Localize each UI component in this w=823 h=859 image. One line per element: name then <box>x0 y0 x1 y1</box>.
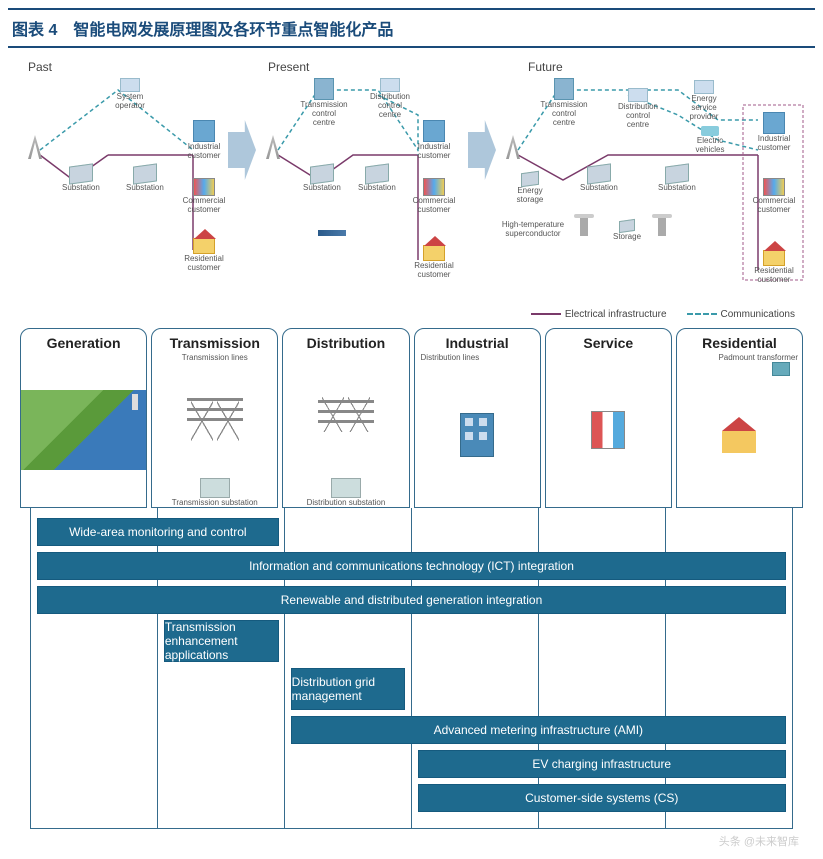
tech-bar: Customer-side systems (CS) <box>418 784 787 812</box>
node-future-esp: Energy service provider <box>680 80 728 121</box>
distribution-art <box>322 396 370 432</box>
tech-bar: EV charging infrastructure <box>418 750 787 778</box>
arrow-past-to-present <box>228 120 256 180</box>
tech-bar: Transmission enhancement applications <box>164 620 279 662</box>
node-future-residential: Residential customer <box>750 250 798 285</box>
tech-bar-row: Transmission enhancement applications <box>31 620 792 664</box>
node-future-commercial: Commercial customer <box>750 178 798 215</box>
legend-electrical: Electrical infrastructure <box>531 309 667 320</box>
node-future-wind2 <box>658 218 666 236</box>
era-label-present: Present <box>268 60 309 74</box>
node-present-tower <box>266 135 280 159</box>
evolution-legend: Electrical infrastructure Communications <box>531 309 795 320</box>
col-transmission: Transmission Transmission lines Transmis… <box>151 328 278 508</box>
residential-house-icon <box>722 431 756 453</box>
node-past-tower <box>28 135 42 159</box>
tech-bar: Renewable and distributed generation int… <box>37 586 786 614</box>
node-past-residential: Residential customer <box>180 238 228 273</box>
tech-bar: Information and communications technolog… <box>37 552 786 580</box>
node-present-dcc: Distribution control centre <box>366 78 414 119</box>
node-future-tcc: Transmission control centre <box>540 78 588 127</box>
col-industrial: Industrial Distribution lines <box>414 328 541 508</box>
node-past-substation2: Substation <box>126 165 164 193</box>
generation-art <box>21 390 146 470</box>
node-past-industrial: Industrial customer <box>180 120 228 161</box>
node-present-commercial: Commercial customer <box>410 178 458 215</box>
node-future-htsc: High-temperature superconductor <box>498 220 568 239</box>
node-present-sub1: Substation <box>303 165 341 193</box>
tech-bar-row: Wide-area monitoring and control <box>31 518 792 548</box>
tech-bar: Distribution grid management <box>291 668 406 710</box>
padmount-transformer-icon <box>772 362 790 376</box>
col-distribution: Distribution Distribution substation <box>282 328 409 508</box>
industrial-building-icon <box>460 413 494 457</box>
node-future-sub2: Substation <box>658 165 696 193</box>
node-past-commercial: Commercial customer <box>180 178 228 215</box>
col-residential: Residential Padmount transformer <box>676 328 803 508</box>
node-present-industrial: Industrial customer <box>410 120 458 161</box>
grid-columns: Generation Transmission Transmission lin… <box>18 328 805 508</box>
node-future-ev: Electric vehicles <box>686 126 734 155</box>
figure-title: 图表 4 智能电网发展原理图及各环节重点智能化产品 <box>12 22 393 39</box>
transmission-art <box>191 394 239 442</box>
node-present-solar <box>318 230 346 236</box>
title-bar: 图表 4 智能电网发展原理图及各环节重点智能化产品 <box>8 8 815 48</box>
arrow-present-to-future <box>468 120 496 180</box>
tech-bar-row: EV charging infrastructure <box>31 750 792 780</box>
transmission-substation-icon <box>200 478 230 498</box>
service-building-icon <box>591 411 625 449</box>
era-label-past: Past <box>28 60 52 74</box>
legend-communications: Communications <box>687 309 795 320</box>
grid-value-chain-diagram: Generation Transmission Transmission lin… <box>18 328 805 829</box>
node-future-tower <box>506 135 520 159</box>
tech-bar: Wide-area monitoring and control <box>37 518 279 546</box>
evolution-diagram: Past Present Future System operator Subs… <box>18 60 805 320</box>
era-label-future: Future <box>528 60 563 74</box>
tech-bar-row: Distribution grid management <box>31 668 792 712</box>
tech-bar-row: Customer-side systems (CS) <box>31 784 792 814</box>
distribution-substation-icon <box>331 478 361 498</box>
node-present-tcc: Transmission control centre <box>300 78 348 127</box>
node-past-substation1: Substation <box>62 165 100 193</box>
node-future-wind <box>580 218 588 236</box>
col-service: Service <box>545 328 672 508</box>
node-system-operator: System operator <box>106 78 154 111</box>
col-generation: Generation <box>20 328 147 508</box>
node-future-industrial: Industrial customer <box>750 112 798 153</box>
node-future-dcc: Distribution control centre <box>614 88 662 129</box>
node-future-sub1: Substation <box>580 165 618 193</box>
tech-bar-row: Advanced metering infrastructure (AMI) <box>31 716 792 746</box>
node-future-storage: Storage <box>613 220 641 242</box>
node-present-residential: Residential customer <box>410 245 458 280</box>
figure-container: 图表 4 智能电网发展原理图及各环节重点智能化产品 Past Present F… <box>0 0 823 859</box>
tech-bar: Advanced metering infrastructure (AMI) <box>291 716 786 744</box>
image-credit: 头条 @未来智库 <box>8 829 815 851</box>
tech-bar-row: Renewable and distributed generation int… <box>31 586 792 616</box>
node-future-estorage: Energy storage <box>506 172 554 205</box>
technology-bars: Wide-area monitoring and control Informat… <box>30 508 793 829</box>
node-present-sub2: Substation <box>358 165 396 193</box>
tech-bar-row: Information and communications technolog… <box>31 552 792 582</box>
